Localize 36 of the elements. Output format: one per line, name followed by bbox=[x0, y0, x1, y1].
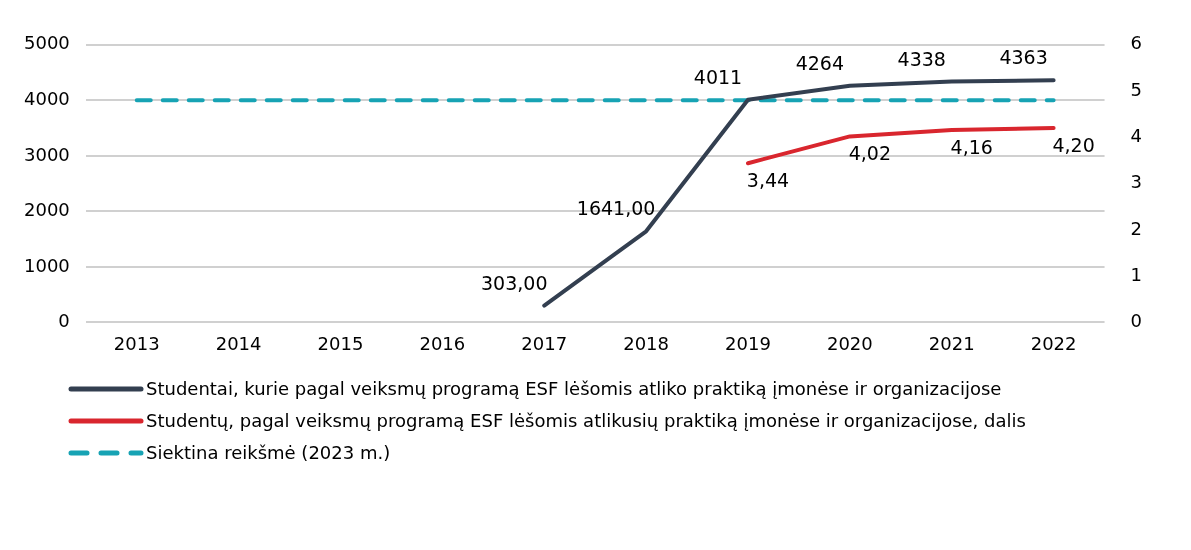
y2-tick-label: 5 bbox=[1130, 78, 1142, 100]
data-label: 4338 bbox=[897, 47, 946, 70]
x-tick-label: 2021 bbox=[928, 332, 975, 354]
y2-tick-label: 4 bbox=[1130, 125, 1142, 147]
x-tick-label: 2016 bbox=[419, 332, 466, 354]
data-label: 4,16 bbox=[950, 135, 993, 158]
data-label: 4,20 bbox=[1052, 134, 1095, 157]
x-tick-label: 2014 bbox=[215, 332, 262, 354]
y-tick-label: 0 bbox=[58, 310, 70, 332]
y2-tick-label: 3 bbox=[1130, 171, 1142, 193]
data-label: 3,44 bbox=[746, 169, 790, 192]
x-tick-label: 2020 bbox=[826, 332, 873, 354]
y2-tick-label: 6 bbox=[1130, 32, 1142, 54]
x-tick-label: 2019 bbox=[725, 332, 771, 354]
y2-tick-label: 1 bbox=[1130, 263, 1142, 285]
x-tick-label: 2013 bbox=[113, 332, 160, 354]
x-tick-label: 2022 bbox=[1030, 332, 1077, 354]
legend-label: Studentai, kurie pagal veiksmų programą ESF lėšomis atliko praktiką įmonėse ir organizacijose bbox=[146, 378, 1002, 399]
x-tick-label: 2017 bbox=[521, 332, 568, 354]
y-tick-label: 2000 bbox=[24, 199, 70, 221]
x-tick-label: 2018 bbox=[623, 332, 670, 354]
y-tick-label: 4000 bbox=[24, 87, 70, 109]
y2-tick-label: 0 bbox=[1130, 310, 1142, 332]
legend-label: Studentų, pagal veiksmų programą ESF lėšomis atlikusių praktiką įmonėse ir organizacijose, dalis bbox=[146, 410, 1026, 431]
data-label: 1641,00 bbox=[576, 197, 656, 220]
legend-label: Siektina reikšmė (2023 m.) bbox=[146, 442, 391, 463]
x-tick-label: 2015 bbox=[317, 332, 364, 354]
data-label: 303,00 bbox=[481, 271, 548, 294]
y2-tick-label: 2 bbox=[1130, 217, 1142, 239]
data-label: 4011 bbox=[693, 65, 743, 88]
y-tick-label: 1000 bbox=[24, 254, 70, 276]
y-tick-label: 3000 bbox=[24, 143, 70, 165]
y-tick-label: 5000 bbox=[24, 32, 70, 54]
data-label: 4363 bbox=[999, 46, 1048, 69]
data-label: 4264 bbox=[795, 51, 845, 74]
data-label: 4,02 bbox=[848, 142, 892, 165]
